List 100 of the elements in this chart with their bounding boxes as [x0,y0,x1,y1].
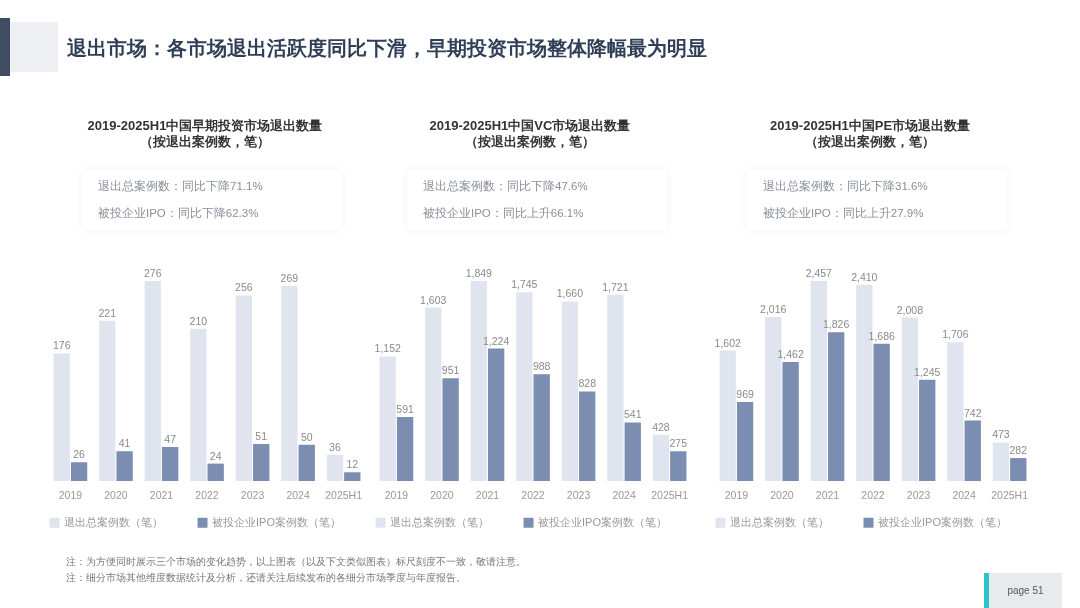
bar [992,442,1010,481]
bar [782,361,799,481]
data-label: 276 [144,267,162,279]
x-tick-label: 2020 [770,488,794,501]
bar [396,417,414,481]
data-label: 988 [532,360,551,373]
legend-label: 退出总案例数（笔） [730,515,829,528]
x-tick-label: 2023 [566,488,591,501]
data-label: 742 [963,406,982,419]
x-tick-label: 2019 [384,488,409,501]
legend-label: 被投企业IPO案例数（笔） [212,515,341,528]
data-label: 269 [280,272,299,285]
data-label: 1,849 [465,267,493,279]
data-label: 1,602 [714,336,742,349]
legend-label: 退出总案例数（笔） [64,515,163,528]
x-tick-label: 2024 [286,488,310,501]
data-label: 1,603 [420,293,447,306]
bar [99,320,116,481]
data-label: 2,457 [805,267,833,279]
bar [442,378,459,481]
chart-subtitle: （按退出案例数，笔） [139,134,271,150]
data-label: 26 [73,448,86,461]
text: 退出市场：各市场退出活跃度同比下滑，早期投资市场整体降幅最为明显 [67,36,707,61]
bar [298,444,315,481]
data-label: 1,721 [602,280,629,293]
bar [827,332,845,481]
x-tick-label: 2021 [149,488,174,501]
data-label: 1,826 [823,318,850,331]
text: 注：细分市场其他维度数据统计及分析，还请关注后续发布的各细分市场季度与年度报告。 [66,571,467,585]
chart-title: 2019-2025H1中国PE市场退出数量 [768,118,972,134]
x-tick-label: 2019 [724,488,749,501]
bar [1010,458,1027,481]
bar [326,454,344,481]
data-label: 541 [623,408,642,421]
bar [116,451,133,481]
data-label: 24 [209,449,222,462]
bar [487,348,505,481]
bar [919,379,936,481]
bar [607,294,624,481]
data-label: 1,224 [483,334,510,347]
text: 退出总案例数：同比下降31.6% [762,179,929,194]
data-label: 51 [255,430,268,443]
chart-title: 2019-2025H1中国VC市场退出数量 [428,118,632,134]
x-tick-label: 2023 [240,488,265,501]
data-label: 1,745 [511,278,538,291]
text: 被投企业IPO：同比上升27.9% [762,206,925,221]
x-tick-label: 2021 [475,488,500,501]
bar [652,434,670,481]
data-label: 1,462 [777,347,804,360]
x-tick-label: 2025H1 [991,488,1029,501]
x-tick-label: 2025H1 [651,488,689,501]
data-label: 256 [235,281,253,294]
bar [70,462,88,481]
bar [947,342,964,481]
x-tick-label: 2020 [430,488,454,501]
data-label: 210 [189,314,208,327]
bar [207,463,224,481]
legend-label: 退出总案例数（笔） [390,515,489,528]
data-label: 47 [164,432,177,445]
data-label: 591 [396,403,414,416]
x-tick-label: 2024 [952,488,976,501]
x-tick-label: 2023 [906,488,931,501]
data-label: 1,706 [942,328,969,341]
bar [425,307,442,481]
chart-subtitle: （按退出案例数，笔） [804,134,936,150]
data-label: 1,245 [914,365,941,378]
x-tick-label: 2025H1 [325,488,363,501]
bar [736,402,754,481]
data-label: 1,686 [868,329,895,342]
bar [235,295,253,481]
bar [873,343,890,481]
text: 被投企业IPO：同比下降62.3% [97,206,260,221]
data-label: 50 [300,430,313,443]
data-label: 969 [736,388,754,401]
bar [281,286,298,481]
bar [190,328,207,481]
x-tick-label: 2020 [104,488,128,501]
x-tick-label: 2022 [195,488,219,501]
data-label: 2,410 [851,270,878,283]
data-label: 828 [578,377,597,390]
data-label: 428 [652,420,670,433]
text: 注：为方便同时展示三个市场的变化趋势，以上图表（以及下文类似图表）标尺刻度不一致，敬请注意。 [66,555,526,569]
chart-subtitle: （按退出案例数，笔） [464,134,596,150]
data-label: 36 [329,440,341,453]
bar [561,301,579,481]
data-label: 275 [669,437,688,450]
chart-title: 2019-2025H1中国早期投资市场退出数量 [86,118,324,134]
x-tick-label: 2019 [58,488,83,501]
bar [144,281,161,481]
data-label: 221 [98,306,117,319]
bar [344,472,361,481]
bar [516,292,533,481]
legend-label: 被投企业IPO案例数（笔） [878,515,1007,528]
data-label: 2,016 [760,302,787,315]
x-tick-label: 2024 [612,488,636,501]
text: page 51 [1006,583,1044,598]
data-label: 176 [52,339,71,352]
x-tick-label: 2022 [861,488,885,501]
x-tick-label: 2022 [521,488,545,501]
text: 退出总案例数：同比下降47.6% [422,179,589,194]
